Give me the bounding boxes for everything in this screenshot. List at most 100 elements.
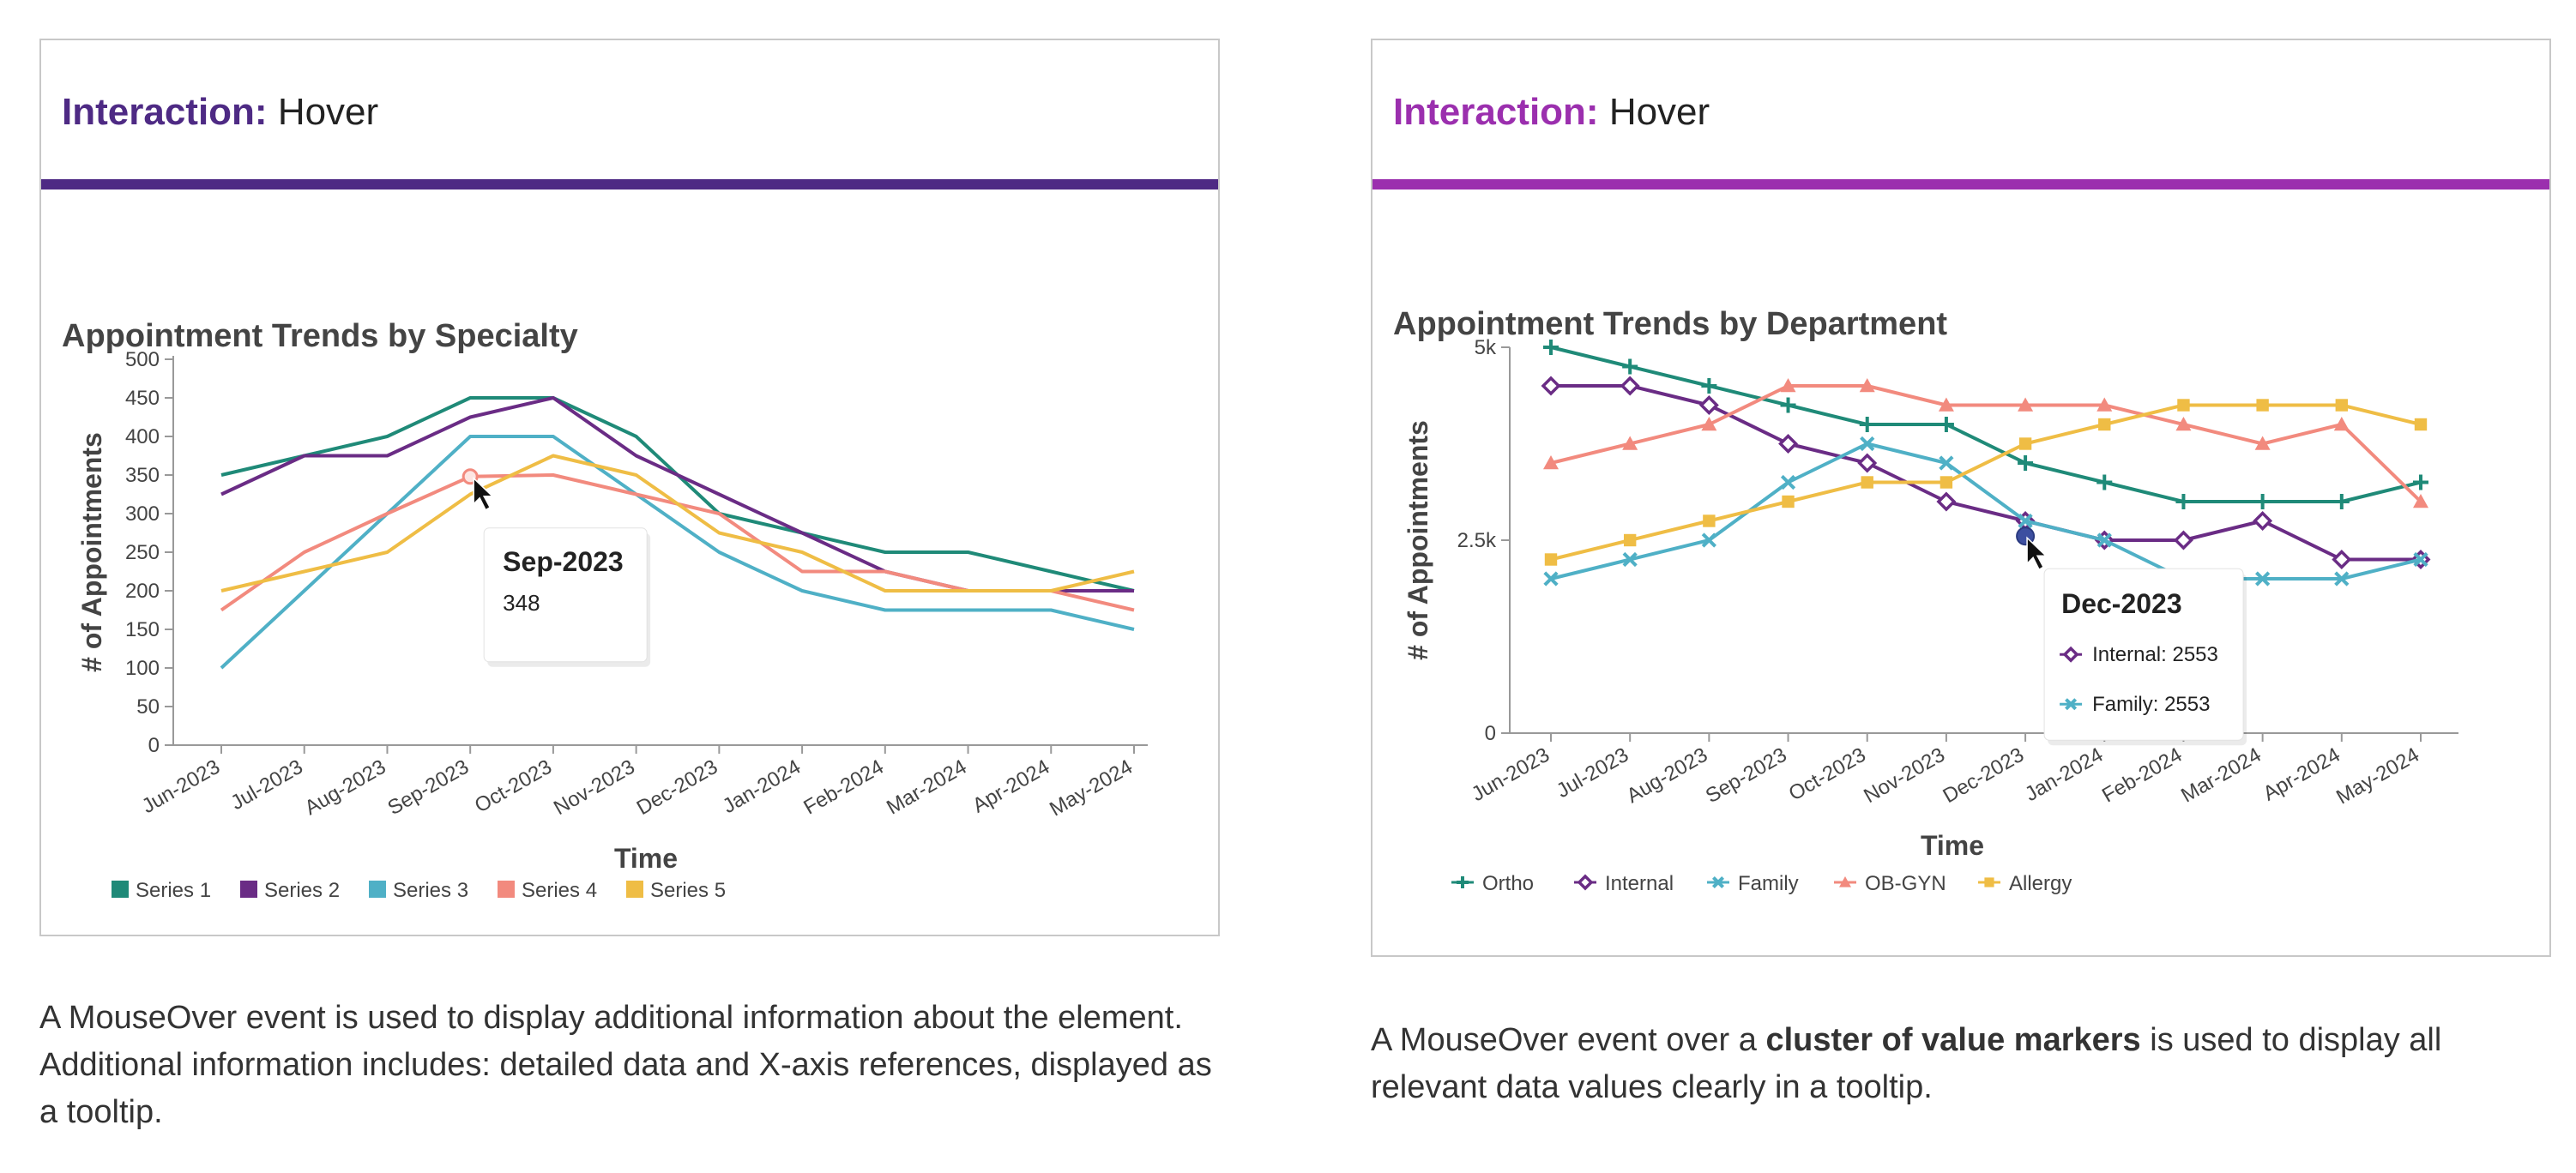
x-tick-label: May-2024 [1046,755,1137,821]
cursor-icon [473,477,495,511]
series-line-3[interactable] [220,435,1135,670]
y-tick-label: 50 [136,695,160,719]
data-marker [2253,511,2273,531]
data-marker [1939,455,1954,471]
legend-label: Series 2 [264,879,340,902]
data-marker [2335,399,2349,412]
x-tick-label: Jul-2023 [1553,743,1632,803]
legend-marker [1711,875,1725,889]
legend-label: Ortho [1482,872,1534,895]
legend-label: Series 3 [393,879,468,902]
data-marker [1938,397,1954,412]
x-tick-label: Feb-2024 [2098,743,2186,808]
left-caption: A MouseOver event is used to display add… [39,1000,1212,1130]
data-marker [2096,474,2113,490]
legend-marker [1839,876,1851,887]
data-marker [1543,571,1559,586]
y-axis-title: # of Appointments [76,432,107,672]
data-marker [1703,514,1716,527]
x-tick-label: Aug-2023 [1623,743,1712,808]
series-line-5[interactable] [220,454,1135,593]
series-line-ob-gyn[interactable] [1550,384,2422,503]
data-marker [1780,397,1796,413]
series-allergy [1544,399,2428,566]
legend-item[interactable]: Allergy [1978,872,2072,895]
x-tick-label: Oct-2023 [1785,743,1870,806]
legend-item[interactable]: Internal [1574,872,1674,895]
x-axis-title: Time [614,843,678,874]
series-line-family[interactable] [1550,442,2422,580]
data-marker [1860,436,1875,452]
series-line-2[interactable] [220,396,1134,593]
x-tick-label: Jul-2023 [226,755,306,815]
legend-marker [1577,874,1594,891]
legend-item[interactable]: Ortho [1451,872,1534,895]
legend-marker [1984,877,1994,887]
x-tick-label: Jun-2023 [1468,743,1553,806]
y-tick-label: 300 [125,502,160,526]
legend-label: Allergy [2009,872,2072,895]
series-ortho [1543,340,2428,509]
legend-item[interactable]: OB-GYN [1834,872,1946,895]
x-tick-label: Mar-2024 [883,755,970,820]
tooltip-title: Dec-2023 [2061,588,2182,619]
y-tick-label: 150 [125,618,160,641]
legend-swatch [112,881,129,898]
x-tick-label: Dec-2023 [1939,743,2028,808]
legend-label: Series 1 [136,879,211,902]
data-marker [1622,358,1638,375]
interaction-value: Hover [1608,91,1710,133]
data-marker [1541,376,1561,396]
y-tick-label: 500 [125,348,160,371]
legend-item[interactable]: Family [1707,872,1799,895]
data-marker [1857,453,1878,473]
series-line-ortho[interactable] [1550,346,2422,503]
data-marker [1543,340,1559,355]
tooltip-box [2043,568,2244,741]
y-tick-label: 400 [125,425,160,448]
data-marker [1861,476,1873,489]
right-panel-title: Interaction: Hover [1393,93,1710,131]
data-marker [2018,513,2033,529]
y-tick-label: 0 [1485,722,1496,745]
x-tick-label: Jan-2024 [2021,743,2107,806]
data-marker [2414,418,2428,431]
series-line-allergy[interactable] [1550,403,2422,562]
chart-title: Appointment Trends by Department [1393,306,1948,342]
x-tick-label: Apr-2024 [2259,743,2344,806]
legend-label: OB-GYN [1865,872,1946,895]
data-marker [1544,553,1558,566]
data-marker [1698,395,1719,415]
department-line-chart: 02.5k5kJun-2023Jul-2023Aug-2023Sep-2023O… [1403,336,2458,895]
y-tick-label: 200 [125,580,160,603]
legend-swatch [626,881,643,898]
tooltip: Dec-2023 Internal: 2553 Family: 2553 [2043,568,2247,746]
data-marker [1701,378,1717,394]
interaction-label: Interaction: [62,91,268,133]
legend-label: Series 4 [522,879,597,902]
legend-marker [1457,876,1469,888]
data-marker [1623,533,1637,547]
data-marker [1701,532,1716,548]
data-marker [2175,494,2192,509]
x-tick-label: Dec-2023 [633,755,722,820]
series-line-1[interactable] [220,396,1135,593]
series-line-internal[interactable] [1551,384,2421,562]
data-marker [1780,474,1796,490]
data-marker [1620,376,1640,396]
data-marker [1778,434,1799,454]
legend-label: Internal [1605,872,1674,895]
legend-swatch [369,881,386,898]
specialty-line-chart: 0 50 100 150 200 250 300 350 400 450 500 Jun-2023 Ju… [76,348,1148,902]
data-marker [2333,417,2350,431]
y-tick-label: 450 [125,387,160,410]
tooltip-title: Sep-2023 [503,546,624,577]
data-marker [2177,399,2190,412]
x-axis-title: Time [1921,830,1984,861]
x-tick-label: Sep-2023 [384,755,474,820]
x-tick-label: May-2024 [2332,743,2423,809]
legend-swatch [240,881,257,898]
x-tick-label: Sep-2023 [1702,743,1791,808]
series-ob-gyn [1543,378,2428,508]
data-marker [1543,455,1559,470]
